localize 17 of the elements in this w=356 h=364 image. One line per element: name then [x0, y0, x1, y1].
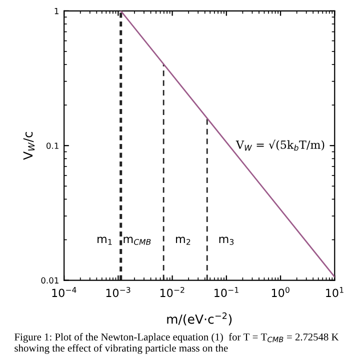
x-tick-label: 10$^{1}$: [326, 287, 344, 298]
y-axis-title: V$_{W}$/c: [23, 132, 35, 160]
x-tick-label: 10$^{−4}$: [52, 287, 76, 298]
annotation: V$_{W}$ = √(5k$_{b}$T/m): [236, 140, 324, 151]
x-tick-label: 10$^{−1}$: [214, 287, 238, 298]
y-tick-label: 0.1: [46, 142, 58, 149]
x-tick-label: 10$^{−2}$: [160, 286, 184, 298]
x-axis-title: m/(eV·c$^{−2}$): [167, 312, 232, 326]
annotation: m$_{2}$: [176, 236, 190, 245]
x-tick-label: 10$^{0}$: [272, 286, 290, 298]
x-tick-label: 10$^{−3}$: [106, 286, 130, 298]
annotation: m$_{3}$: [219, 236, 234, 245]
text: Figure 1: Plot of the Newton-Laplace equation (1) for T = T$_{CMB}$ = 2.72548 K showing the effect of vibrating particle mass on the: [14, 333, 339, 354]
annotation: m$_{CMB}$: [124, 236, 151, 245]
y-tick-label: 1: [54, 8, 58, 14]
y-tick-label: 0.01: [41, 277, 58, 284]
annotation: m$_{1}$: [98, 236, 112, 245]
